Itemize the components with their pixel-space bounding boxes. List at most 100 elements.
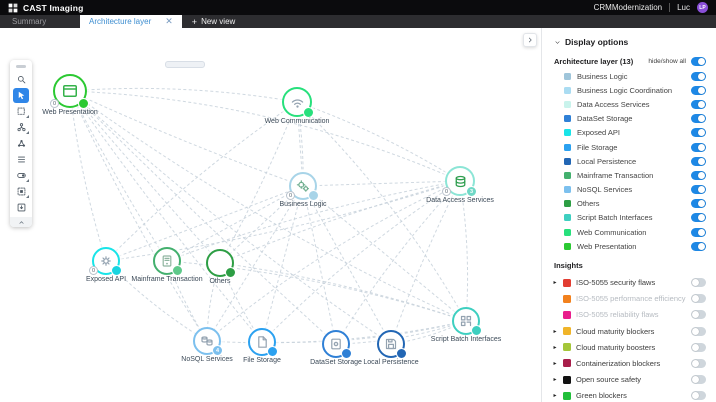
graph-edge xyxy=(69,90,304,187)
graph-node-ns[interactable]: 4 NoSQL Services xyxy=(181,327,233,363)
panel-collapse-button[interactable] xyxy=(523,33,537,47)
expand-caret-icon[interactable]: ▸ xyxy=(553,393,557,400)
expand-caret-icon[interactable]: ▸ xyxy=(553,377,557,384)
graph-edge xyxy=(459,180,469,322)
insight-toggle[interactable] xyxy=(691,342,706,352)
layer-item: File Storage xyxy=(542,140,716,154)
layer-toggle[interactable] xyxy=(691,213,706,223)
graph-node-ds[interactable]: DataSet Storage xyxy=(310,330,362,366)
insight-toggle[interactable] xyxy=(691,326,706,336)
layer-label: Data Access Services xyxy=(577,99,650,109)
insight-toggle[interactable] xyxy=(691,310,706,320)
graph-node-ea[interactable]: 0 Exposed API xyxy=(86,247,126,283)
layer-color-swatch xyxy=(564,129,571,137)
graph-node-mt[interactable]: Mainframe Transaction xyxy=(131,247,203,283)
node-status-badge xyxy=(267,346,278,357)
graph-edge xyxy=(69,87,298,103)
list-tool-button[interactable] xyxy=(13,152,29,167)
layer-label: Local Persistence xyxy=(577,156,637,166)
graph-edge xyxy=(219,262,467,322)
tab-architecture-layer-label: Architecture layer xyxy=(89,17,152,26)
user-name[interactable]: Luc xyxy=(677,3,690,12)
insight-color-swatch xyxy=(563,359,571,368)
graph-node-bl[interactable]: 0 Business Logic xyxy=(279,172,327,208)
toolbar-drag-handle[interactable] xyxy=(16,65,26,68)
layer-toggle[interactable] xyxy=(691,85,706,95)
layer-label: Others xyxy=(577,199,600,209)
graph-node-lp[interactable]: Local Persistence xyxy=(363,330,419,366)
graph-node-ot[interactable]: Others xyxy=(206,249,236,285)
layer-color-swatch xyxy=(564,72,571,80)
insight-toggle[interactable] xyxy=(691,358,706,368)
insight-toggle[interactable] xyxy=(691,278,706,288)
insight-toggle[interactable] xyxy=(691,375,706,385)
expand-caret-icon[interactable]: ▸ xyxy=(553,328,557,335)
toggle-tool-button[interactable] xyxy=(13,168,29,183)
pointer-tool-button[interactable] xyxy=(13,88,29,103)
user-avatar[interactable]: LP xyxy=(697,2,708,13)
layer-label: Exposed API xyxy=(577,128,620,138)
tab-summary[interactable]: Summary xyxy=(0,15,80,28)
view-tabbar: Summary Architecture layer ✕ + New view xyxy=(0,15,716,28)
layer-toggle[interactable] xyxy=(691,185,706,195)
layer-toggle[interactable] xyxy=(691,170,706,180)
minimap-tool-button[interactable] xyxy=(13,184,29,199)
graph-edge xyxy=(302,180,461,187)
layer-color-swatch xyxy=(564,242,571,250)
new-view-button[interactable]: + New view xyxy=(182,15,246,28)
layer-label: Web Communication xyxy=(577,227,647,237)
insight-label: Containerization blockers xyxy=(576,358,661,368)
node-status-badge xyxy=(341,348,352,359)
insight-toggle[interactable] xyxy=(691,294,706,304)
layer-label: Mainframe Transaction xyxy=(577,170,654,180)
node-label: Script Batch Interfaces xyxy=(430,336,502,343)
insight-toggle[interactable] xyxy=(691,391,706,401)
layer-toggle[interactable] xyxy=(691,71,706,81)
header-divider xyxy=(669,3,671,12)
layer-toggle[interactable] xyxy=(691,156,706,166)
export-tool-button[interactable] xyxy=(13,200,29,215)
graph-node-fs[interactable]: File Storage xyxy=(243,328,281,364)
tree-layout-tool-button[interactable] xyxy=(13,120,29,135)
tab-close-icon[interactable]: ✕ xyxy=(165,16,173,26)
project-name[interactable]: CRMModernization xyxy=(593,3,663,12)
graph-node-wp[interactable]: 0 Web Presentation xyxy=(42,74,98,116)
hide-show-all-label: hide/show all xyxy=(648,58,686,65)
insight-label: ISO-5055 reliability flaws xyxy=(576,310,659,320)
insight-color-swatch xyxy=(563,327,571,336)
graph-canvas[interactable]: 0 Web Presentation Web Communication 0 Busin… xyxy=(0,28,541,402)
layer-toggle[interactable] xyxy=(691,199,706,209)
layer-toggle[interactable] xyxy=(691,241,706,251)
graph-node-sb[interactable]: Script Batch Interfaces xyxy=(431,307,501,343)
marquee-select-tool-button[interactable] xyxy=(13,104,29,119)
cluster-layout-tool-button[interactable] xyxy=(13,136,29,151)
expand-caret-icon[interactable]: ▸ xyxy=(553,280,557,287)
node-ring xyxy=(377,330,407,359)
layer-toggle[interactable] xyxy=(691,99,706,109)
toolbar-collapse-button[interactable] xyxy=(10,217,32,227)
node-ring xyxy=(322,330,352,359)
layer-item: NoSQL Services xyxy=(542,183,716,197)
hide-show-all-toggle[interactable] xyxy=(691,57,706,66)
layer-color-swatch xyxy=(564,171,571,179)
layer-list: Business Logic Business Logic Coordinatio… xyxy=(542,69,716,253)
graph-node-wc[interactable]: Web Communication xyxy=(265,87,329,125)
tab-architecture-layer[interactable]: Architecture layer ✕ xyxy=(80,15,182,28)
layer-color-swatch xyxy=(564,214,571,222)
layer-toggle[interactable] xyxy=(691,114,706,124)
node-label: File Storage xyxy=(243,357,281,364)
app-header: CAST Imaging CRMModernization Luc LP xyxy=(0,0,716,15)
search-tool-button[interactable] xyxy=(13,72,29,87)
layer-toggle[interactable] xyxy=(691,227,706,237)
list-icon xyxy=(17,156,25,163)
layer-toggle[interactable] xyxy=(691,128,706,138)
graph-node-das[interactable]: 0 3 Data Access Services xyxy=(426,166,494,204)
expand-caret-icon[interactable]: ▸ xyxy=(553,360,557,367)
graph-edge xyxy=(335,180,461,345)
expand-caret-icon[interactable]: ▸ xyxy=(553,344,557,351)
node-ring xyxy=(282,87,314,118)
layer-toggle[interactable] xyxy=(691,142,706,152)
display-options-header[interactable]: Display options xyxy=(542,28,716,54)
